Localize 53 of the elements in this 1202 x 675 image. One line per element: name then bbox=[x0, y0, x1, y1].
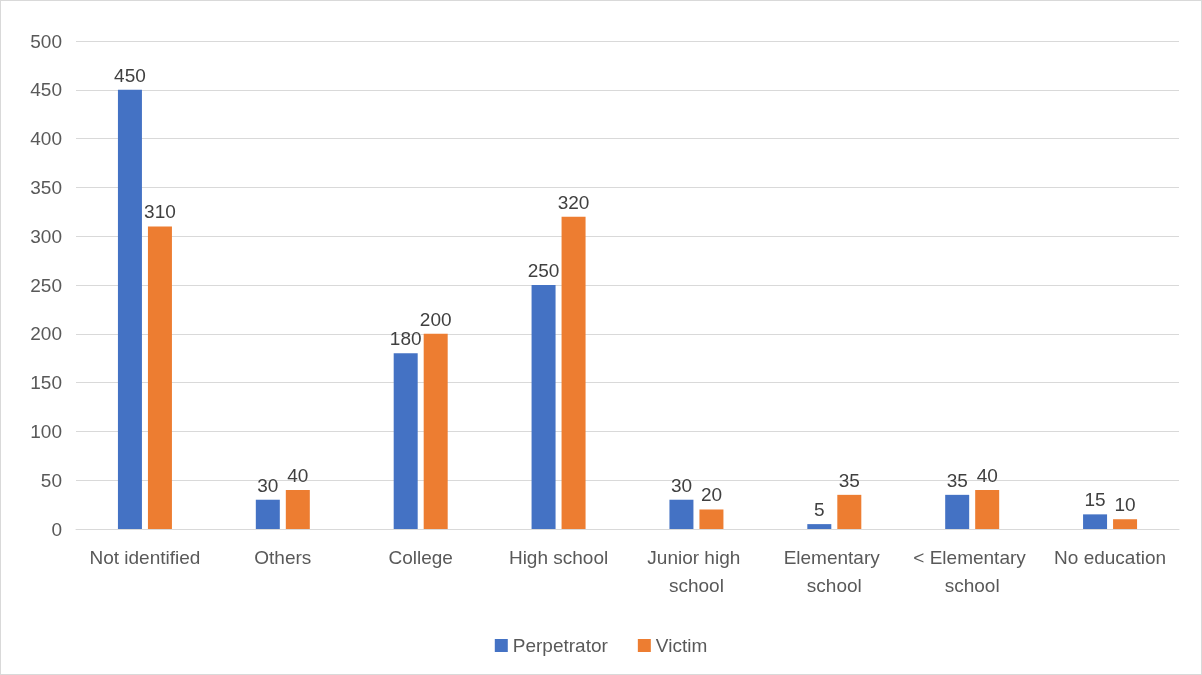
y-tick-label: 200 bbox=[30, 323, 62, 345]
data-label: 35 bbox=[838, 469, 860, 491]
data-label: 320 bbox=[557, 191, 590, 213]
x-tick-label: College bbox=[388, 546, 453, 568]
y-tick-label: 50 bbox=[40, 469, 62, 491]
bar bbox=[561, 216, 586, 529]
data-label: 180 bbox=[389, 328, 422, 350]
y-tick-label: 250 bbox=[30, 274, 62, 296]
y-tick-label: 500 bbox=[30, 30, 62, 52]
legend-label: Victim bbox=[655, 635, 708, 656]
bar bbox=[393, 353, 418, 529]
bar bbox=[147, 226, 172, 529]
bar bbox=[117, 89, 142, 529]
data-label: 310 bbox=[144, 201, 176, 223]
data-label: 200 bbox=[419, 308, 452, 330]
data-label: 40 bbox=[287, 464, 309, 486]
y-tick-label: 150 bbox=[30, 372, 62, 394]
data-label: 250 bbox=[527, 260, 560, 281]
data-label: 5 bbox=[814, 499, 825, 521]
bar bbox=[255, 499, 280, 529]
data-label: 20 bbox=[700, 484, 723, 506]
bar bbox=[669, 499, 694, 529]
x-tick-label: High school bbox=[508, 546, 609, 568]
bar bbox=[1083, 514, 1108, 529]
y-tick-label: 300 bbox=[30, 225, 62, 247]
x-tick-label: Junior high school bbox=[647, 546, 746, 596]
bar bbox=[285, 489, 310, 529]
data-label: 30 bbox=[257, 474, 279, 496]
x-tick-label: < Elementary school bbox=[913, 546, 1032, 596]
bar bbox=[837, 494, 862, 529]
y-tick-label: 450 bbox=[30, 79, 62, 101]
bar bbox=[699, 509, 724, 529]
y-tick-label: 100 bbox=[30, 420, 62, 442]
legend-label: Perpetrator bbox=[512, 635, 609, 656]
data-label: 35 bbox=[946, 469, 968, 491]
data-label: 40 bbox=[976, 464, 998, 486]
y-tick-label: 350 bbox=[30, 176, 62, 198]
x-tick-label: No education bbox=[1054, 546, 1167, 568]
bar bbox=[1113, 519, 1138, 529]
data-label: 30 bbox=[670, 474, 693, 496]
x-tick-label: Others bbox=[254, 546, 312, 568]
bar bbox=[975, 489, 1000, 529]
x-tick-label: Elementary school bbox=[783, 546, 885, 596]
data-label: 15 bbox=[1084, 489, 1106, 511]
data-label: 450 bbox=[114, 64, 146, 86]
y-tick-label: 400 bbox=[30, 128, 62, 150]
bar bbox=[531, 285, 556, 529]
y-tick-label: 0 bbox=[51, 518, 62, 540]
bar bbox=[945, 494, 970, 529]
x-tick-label: Not identified bbox=[89, 546, 201, 568]
bar bbox=[423, 333, 448, 529]
data-label: 10 bbox=[1114, 494, 1136, 516]
bar bbox=[807, 524, 832, 529]
